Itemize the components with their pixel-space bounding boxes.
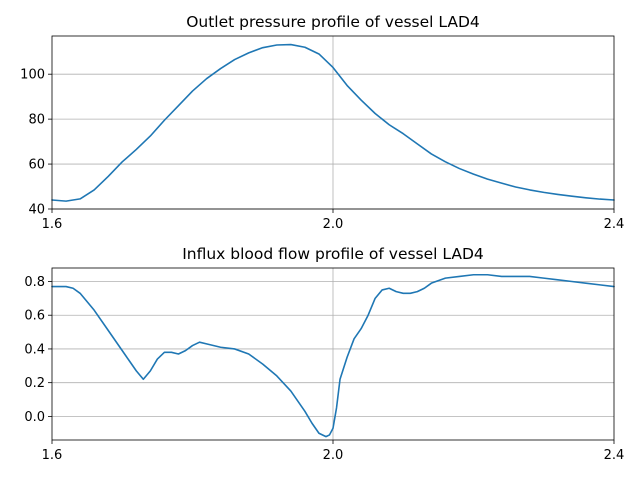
pressure-chart: Outlet pressure profile of vessel LAD4 4…: [20, 13, 624, 232]
flow-x-tick-label: 1.6: [42, 448, 63, 463]
flow-y-tick-label: 0.8: [24, 275, 45, 290]
pressure-series-line: [51, 43, 615, 202]
pressure-x-tick-label: 2.0: [323, 217, 344, 232]
pressure-x-tick-label: 2.4: [604, 217, 625, 232]
flow-y-tick-label: 0.2: [24, 376, 45, 391]
flow-x-tick-label: 2.0: [323, 448, 344, 463]
flow-y-tick-label: 0.6: [24, 309, 45, 324]
flow-chart-title: Influx blood flow profile of vessel LAD4: [182, 245, 484, 263]
flow-chart: Influx blood flow profile of vessel LAD4…: [24, 245, 624, 463]
pressure-y-tick-label: 40: [28, 203, 45, 218]
pressure-y-tick-label: 100: [20, 68, 45, 83]
pressure-x-tick-label: 1.6: [42, 217, 63, 232]
flow-y-tick-label: 0.0: [24, 410, 45, 425]
pressure-y-tick-label: 80: [28, 113, 45, 128]
flow-x-tick-label: 2.4: [604, 448, 625, 463]
pressure-chart-title: Outlet pressure profile of vessel LAD4: [186, 13, 480, 31]
pressure-y-tick-label: 60: [28, 158, 45, 173]
flow-series-line: [51, 273, 615, 438]
flow-y-tick-label: 0.4: [24, 342, 45, 357]
